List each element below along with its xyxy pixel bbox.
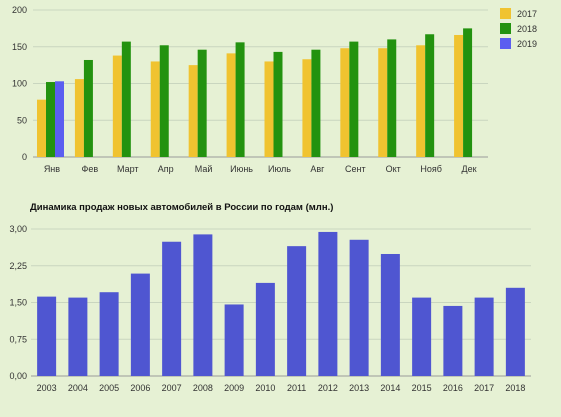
bar-2017-Дек (454, 34, 464, 157)
bar-2017-Сент (340, 48, 350, 157)
bar-2018 (505, 287, 525, 376)
x-tick-label: Окт (386, 164, 401, 174)
bar-2008 (193, 234, 213, 376)
legend-swatch-2019 (500, 38, 511, 49)
monthly-sales-chart: 0 50 100 150 200 Янв Фев Март Апр Май Июнь Июль Авг С… (12, 5, 537, 174)
bar-2018-Окт (387, 39, 397, 157)
bar-2018-Авг (311, 49, 321, 157)
bar-2018-Нояб (425, 34, 435, 157)
bar-2007 (162, 241, 182, 376)
bar-2017-Апр (150, 61, 160, 158)
bar-2017-Июль (264, 61, 274, 158)
legend-label-2017: 2017 (517, 9, 537, 19)
bar-2005 (99, 292, 119, 376)
bar-2011 (287, 246, 307, 376)
x-tick-label: 2007 (162, 383, 182, 393)
x-tick-label: 2018 (505, 383, 525, 393)
x-tick-label: 2005 (99, 383, 119, 393)
y-tick-label: 50 (17, 115, 27, 125)
yearly-chart-title: Динамика продаж новых автомобилей в Росс… (30, 202, 333, 213)
bar-2017-Окт (378, 48, 388, 157)
bar-2013 (349, 239, 369, 376)
x-tick-label: 2004 (68, 383, 88, 393)
x-tick-label: 2014 (380, 383, 400, 393)
bar-2018-Янв (46, 82, 55, 157)
x-tick-label: Май (195, 164, 213, 174)
bar-2006 (130, 273, 150, 376)
x-tick-label: Июнь (230, 164, 253, 174)
x-tick-label: 2011 (287, 383, 306, 393)
legend-swatch-2018 (500, 23, 511, 34)
y-tick-label: 150 (12, 42, 27, 52)
bar-2004 (68, 297, 88, 376)
x-tick-label: Янв (44, 164, 60, 174)
bar-2009 (224, 304, 244, 376)
x-tick-label: Июль (268, 164, 291, 174)
bar-2019-Янв (55, 81, 64, 157)
x-tick-label: 2003 (37, 383, 57, 393)
legend-swatch-2017 (500, 8, 511, 19)
bar-2018-Март (121, 41, 131, 158)
bar-2017-Март (112, 55, 122, 157)
bar-2012 (318, 231, 338, 376)
x-tick-label: 2010 (255, 383, 275, 393)
bar-2014 (380, 253, 400, 376)
bar-2015 (412, 297, 432, 376)
y-tick-label: 2,25 (9, 261, 27, 271)
bar-2016 (443, 305, 463, 376)
x-tick-label: 2015 (412, 383, 432, 393)
yearly-sales-chart: 0,00 0,75 1,50 2,25 3,00 2003 2004 2005 2006 2007… (9, 224, 531, 393)
x-tick-label: Дек (462, 164, 477, 174)
bar-2017-Авг (302, 59, 312, 158)
bar-2010 (255, 282, 275, 376)
y-tick-label: 100 (12, 79, 27, 89)
legend-label-2019: 2019 (517, 39, 537, 49)
x-tick-label: 2012 (318, 383, 338, 393)
bar-2018-Дек (463, 28, 473, 157)
y-tick-label: 3,00 (9, 224, 27, 234)
y-tick-label: 0,00 (9, 371, 27, 381)
bar-2017-Нояб (416, 45, 426, 157)
y-tick-label: 200 (12, 5, 27, 15)
bar-2018-Июль (273, 51, 283, 157)
x-tick-label: 2016 (443, 383, 463, 393)
x-tick-label: Сент (345, 164, 366, 174)
x-tick-label: Нояб (420, 164, 442, 174)
x-tick-label: 2017 (474, 383, 494, 393)
y-tick-label: 0 (22, 152, 27, 162)
bar-2018-Фев (83, 59, 93, 158)
x-tick-label: 2009 (224, 383, 244, 393)
x-tick-label: 2013 (349, 383, 369, 393)
x-tick-label: Март (117, 164, 139, 174)
y-tick-label: 0,75 (9, 334, 27, 344)
x-tick-label: 2006 (130, 383, 150, 393)
legend-label-2018: 2018 (517, 24, 537, 34)
bar-2003 (37, 296, 57, 376)
bar-2018-Июнь (235, 42, 245, 158)
x-tick-label: Авг (310, 164, 325, 174)
bar-2017-Фев (74, 79, 84, 157)
x-tick-label: 2008 (193, 383, 213, 393)
bar-2017-Янв (37, 99, 46, 157)
x-tick-label: Апр (158, 164, 174, 174)
x-tick-label: Фев (82, 164, 99, 174)
bar-2018-Апр (159, 45, 169, 157)
bar-2017-Июнь (226, 53, 236, 157)
bar-2018-Сент (349, 41, 359, 158)
bar-2018-Май (197, 49, 207, 157)
y-tick-label: 1,50 (9, 298, 27, 308)
bar-2017 (474, 297, 494, 376)
bar-2017-Май (188, 65, 198, 157)
